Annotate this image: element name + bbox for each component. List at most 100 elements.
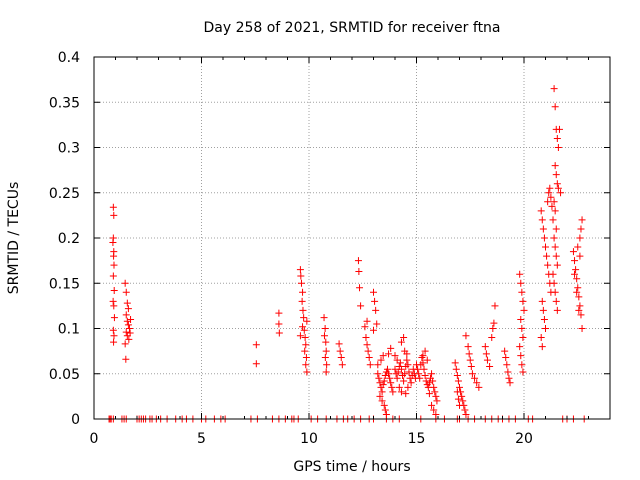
data-point xyxy=(576,302,584,310)
data-point xyxy=(387,344,395,352)
x-tick-label: 15 xyxy=(408,431,426,447)
data-point xyxy=(391,352,399,360)
data-point xyxy=(453,388,461,396)
data-point xyxy=(575,293,583,301)
data-point xyxy=(553,134,561,142)
data-point xyxy=(321,353,329,361)
data-point xyxy=(428,370,436,378)
data-point xyxy=(423,356,431,364)
data-point xyxy=(335,340,343,348)
plot-frame xyxy=(93,56,611,420)
grid-lines xyxy=(94,57,610,419)
data-point xyxy=(505,374,513,382)
data-point xyxy=(299,306,307,314)
data-point xyxy=(126,329,134,337)
chart-title: Day 258 of 2021, SRMTID for receiver ftn… xyxy=(203,20,500,36)
data-point xyxy=(373,320,381,328)
data-point xyxy=(483,356,491,364)
data-point xyxy=(388,383,396,391)
data-point xyxy=(517,279,525,287)
data-point xyxy=(519,297,527,305)
data-point xyxy=(539,225,547,233)
data-point xyxy=(452,365,460,373)
data-point xyxy=(540,315,548,323)
data-point xyxy=(375,374,383,382)
data-point xyxy=(421,347,429,355)
data-point xyxy=(501,347,509,355)
data-point xyxy=(403,350,411,358)
data-point xyxy=(378,397,386,405)
data-point xyxy=(109,203,117,211)
data-point xyxy=(122,311,130,319)
data-point xyxy=(432,392,440,400)
data-point xyxy=(389,388,397,396)
data-point xyxy=(462,332,470,340)
y-axis-label: SRMTID / TECUs xyxy=(6,182,22,295)
data-point xyxy=(393,374,401,382)
data-point xyxy=(467,363,475,371)
data-point xyxy=(110,302,118,310)
data-point xyxy=(574,243,582,251)
data-point xyxy=(421,372,429,380)
data-point xyxy=(300,326,308,334)
data-point xyxy=(466,356,474,364)
data-point xyxy=(393,356,401,364)
data-point xyxy=(407,379,415,387)
data-point xyxy=(506,379,514,387)
data-point xyxy=(372,306,380,314)
data-point xyxy=(553,180,561,188)
data-point xyxy=(482,350,490,358)
data-point xyxy=(322,338,330,346)
data-point xyxy=(550,279,558,287)
data-point xyxy=(462,410,470,418)
data-point xyxy=(357,302,365,310)
data-point xyxy=(322,368,330,376)
data-point xyxy=(555,125,563,133)
data-point xyxy=(302,361,310,369)
data-point xyxy=(400,334,408,342)
data-point xyxy=(576,252,584,260)
data-point xyxy=(577,225,585,233)
data-point xyxy=(123,317,131,325)
y-tick-label: 0.3 xyxy=(58,141,80,157)
data-point xyxy=(504,368,512,376)
data-point xyxy=(520,306,528,314)
data-point xyxy=(109,297,117,305)
data-point xyxy=(578,216,586,224)
data-point xyxy=(296,332,304,340)
data-point xyxy=(363,317,371,325)
data-point xyxy=(252,341,260,349)
data-point xyxy=(571,270,579,278)
data-point xyxy=(365,353,373,361)
y-tick-label: 0.1 xyxy=(58,322,80,338)
data-point xyxy=(275,329,283,337)
axis-ticks: 0 5 10 15 20 0 0.05 0.1 0.15 0.2 0.25 0.3 0.35 0.4 xyxy=(49,50,610,447)
data-point xyxy=(303,317,311,325)
data-point xyxy=(299,323,307,331)
data-point xyxy=(415,370,423,378)
data-point xyxy=(464,343,472,351)
data-point xyxy=(376,379,384,387)
data-point xyxy=(376,392,384,400)
data-point xyxy=(557,189,565,197)
data-point xyxy=(355,267,363,275)
data-point xyxy=(456,383,463,391)
data-point xyxy=(377,356,385,364)
data-point xyxy=(468,370,476,378)
data-point xyxy=(378,388,386,396)
data-point xyxy=(124,305,132,313)
data-point xyxy=(379,352,387,360)
data-point xyxy=(481,343,489,351)
data-point xyxy=(547,193,555,201)
data-point xyxy=(553,261,561,269)
data-point xyxy=(110,286,118,294)
data-point xyxy=(366,361,374,369)
data-point xyxy=(552,252,560,260)
data-point xyxy=(473,379,481,387)
data-point xyxy=(475,383,483,391)
data-point xyxy=(363,341,371,349)
data-point xyxy=(451,359,459,367)
data-point xyxy=(544,261,552,269)
data-point xyxy=(382,410,390,418)
data-point xyxy=(122,328,130,336)
